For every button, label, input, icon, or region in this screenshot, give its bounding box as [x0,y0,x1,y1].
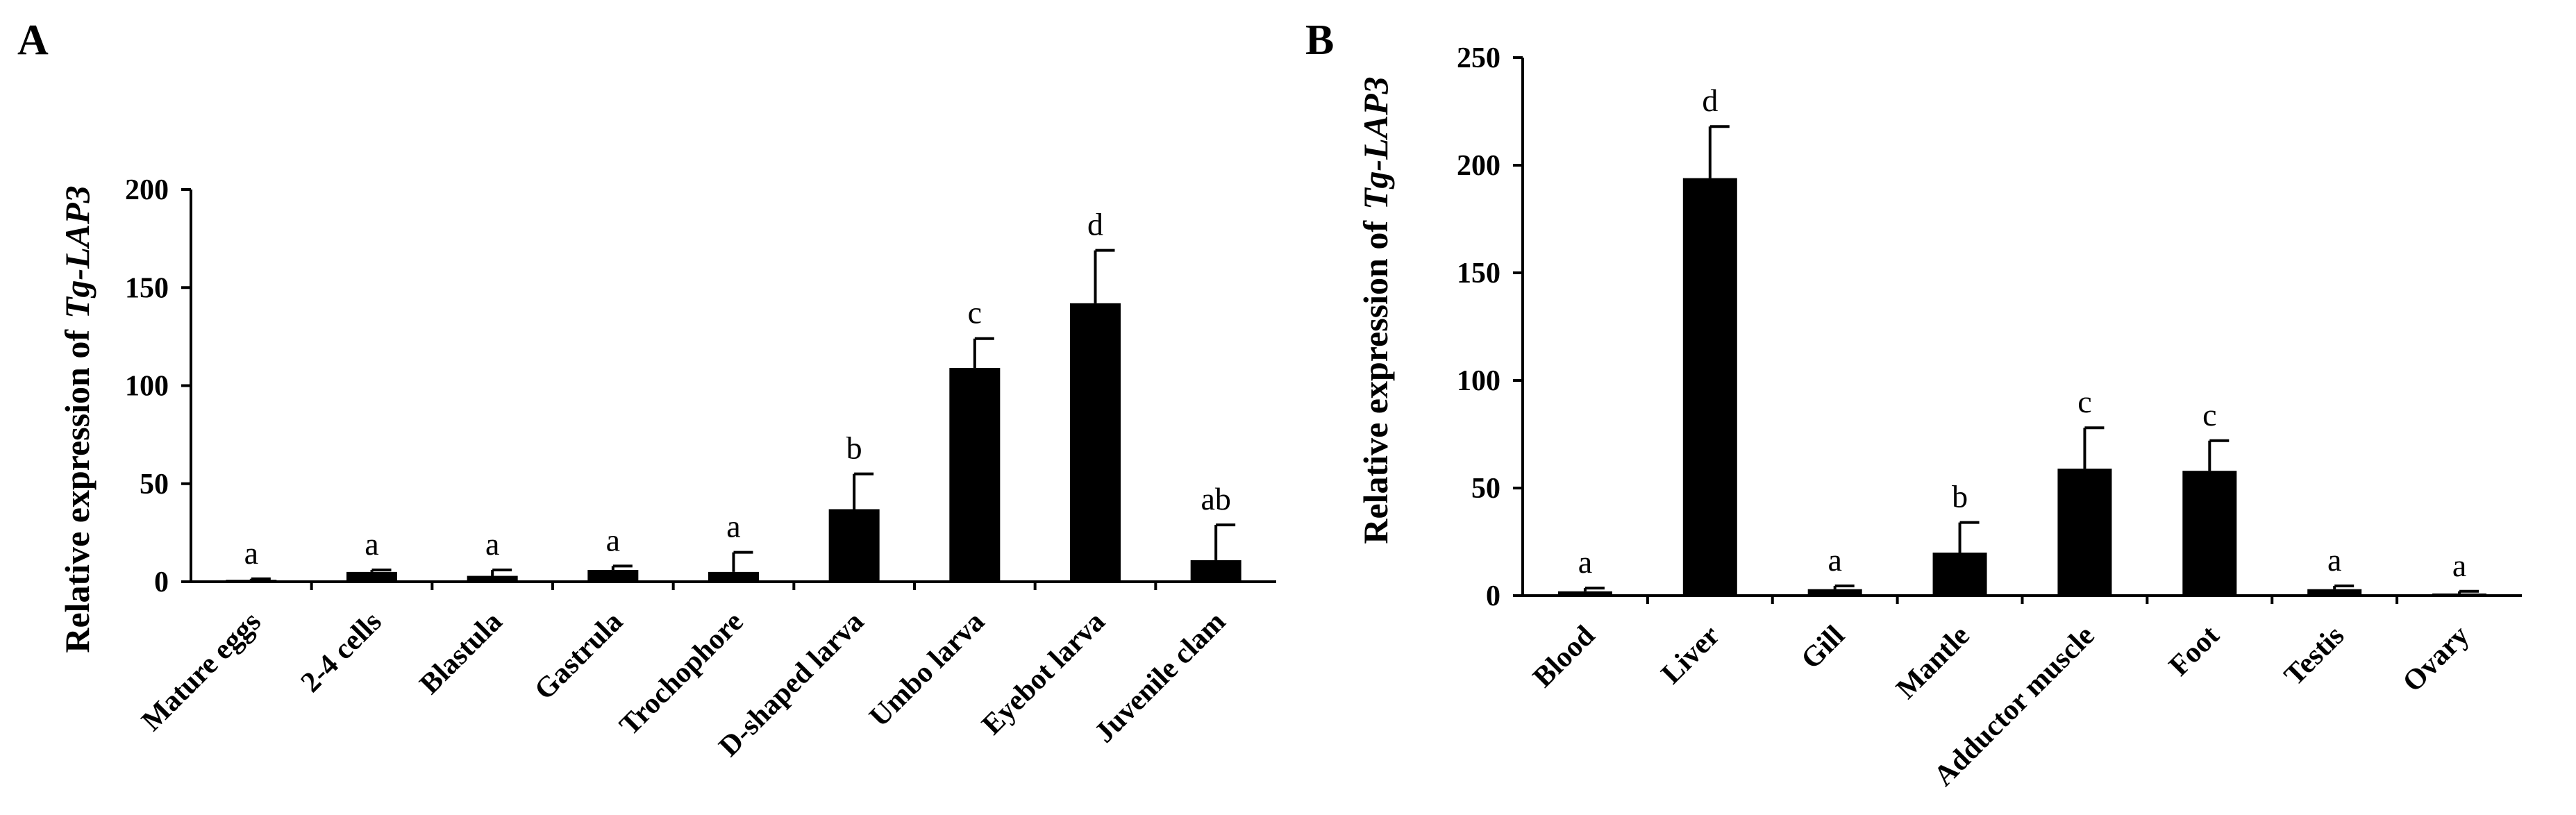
panel-a-y-tick-label: 200 [125,174,169,206]
panel-b-x-tick-label: Blood [1527,620,1601,694]
panel-a-significance-label: b [846,430,862,466]
panel-a-significance-label: a [365,526,378,562]
panel-b-bar [1807,589,1862,596]
panel-a-significance-label: c [968,295,982,330]
panel-b-bar [2182,471,2237,596]
panel-b-y-tick-label: 150 [1457,258,1500,289]
panel-a-bar [708,571,759,582]
panel-a-x-tick-label: Trochophore [614,606,750,742]
panel-a-bar [226,580,277,582]
panel-a-y-tick-label: 150 [125,272,169,304]
panel-b-y-tick-label: 0 [1486,580,1500,612]
panel-a-plot-area: 0 50 100 150 200 a Mature eggs a 2-4 cells a Blast… [125,174,1276,763]
panel-b-significance-label: a [2327,542,2341,578]
panel-a-significance-label: ab [1201,481,1230,516]
panel-b-significance-label: a [1578,544,1592,580]
panel-a-x-tick-label: Gastrula [528,606,629,707]
panel-a-bar [467,575,518,582]
panel-b-chart: B Relative expression of Tg-LAP3 0 50 100 15… [1305,17,2522,792]
panel-a-x-tick-label: Eyebot larva [976,606,1112,741]
panel-a-significance-label: a [726,509,740,544]
panel-a-significance-label: d [1087,207,1103,242]
panel-b-bar [2057,469,2112,596]
panel-b-significance-label: b [1952,479,1968,514]
panel-a-x-tick-label: Mature eggs [135,606,267,738]
panel-b-significance-label: a [2452,548,2466,583]
panel-b-y-tick-label: 250 [1457,42,1500,74]
panel-b-y-axis-label-text: Relative expression of [1356,220,1395,544]
panel-b-significance-label: d [1702,83,1718,118]
panel-b-x-tick-label: Foot [2163,620,2225,682]
panel-a-bar [949,368,1001,582]
panel-a-significance-label: a [244,535,258,571]
panel-a-y-axis-label-text: Relative expression of [58,329,97,653]
panel-b-letter: B [1305,17,1334,64]
panel-a-significance-label: a [485,526,499,562]
panel-b-y-axis-label: Relative expression of Tg-LAP3 [1356,76,1395,544]
panel-b-significance-label: c [2202,397,2216,432]
panel-b-bar [1557,591,1612,596]
panel-b-y-tick-label: 50 [1471,473,1500,505]
panel-b-y-tick-label: 100 [1457,365,1500,397]
panel-a-x-tick-label: Umbo larva [863,606,990,733]
panel-a-bar [1070,303,1121,582]
panel-a-bar [346,571,397,582]
panel-a-y-axis-label: Relative expression of Tg-LAP3 [58,185,97,653]
panel-a-significance-label: a [606,522,620,557]
panel-b-significance-label: c [2077,384,2091,419]
panel-b-bar [2432,593,2487,596]
panel-a-y-tick-label: 0 [154,566,169,598]
panel-a-letter: A [17,17,49,64]
panel-a-bar [587,570,639,582]
panel-a-y-tick-label: 100 [125,371,169,403]
panel-b-bar [2307,589,2362,596]
panel-a-x-tick-label: Blastula [414,606,509,701]
panel-b-significance-label: a [1828,542,1841,578]
panel-b-y-tick-label: 200 [1457,150,1500,182]
panel-b-x-tick-label: Mantle [1890,620,1975,705]
panel-b-x-tick-label: Gill [1795,620,1850,675]
panel-b-x-tick-label: Ovary [2397,620,2475,698]
panel-b-bar [1932,553,1987,596]
panel-b-bar [1682,178,1737,596]
panel-b-plot-area: 0 50 100 150 200 250 a Blood d Liver a Gill b Mantle c… [1457,42,2522,792]
panel-a-y-tick-label: 50 [140,469,169,501]
panel-a-chart: A Relative expression of Tg-LAP3 0 50 100 15… [17,17,1276,763]
panel-b-x-tick-label: Testis [2278,620,2350,692]
panel-a-bar [1190,560,1241,582]
panel-a-y-axis-label-gene: Tg-LAP3 [58,185,97,319]
panel-b-x-tick-label: Liver [1655,620,1726,691]
panel-a-x-tick-label: 2-4 cells [295,606,388,699]
panel-b-y-axis-label-gene: Tg-LAP3 [1356,76,1395,210]
panel-a-bar [828,509,880,582]
